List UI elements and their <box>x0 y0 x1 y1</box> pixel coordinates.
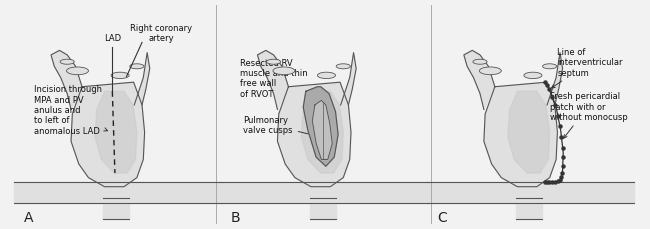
Text: C: C <box>437 210 447 224</box>
Polygon shape <box>547 53 562 105</box>
Circle shape <box>479 68 501 75</box>
Polygon shape <box>309 198 335 218</box>
Circle shape <box>60 60 74 65</box>
Polygon shape <box>427 182 634 203</box>
Text: Incision through
MPA and PV
anulus and
to left of
anomalous LAD: Incision through MPA and PV anulus and t… <box>34 85 107 135</box>
Text: Right coronary
artery: Right coronary artery <box>130 24 192 43</box>
Polygon shape <box>516 198 542 218</box>
Polygon shape <box>278 83 351 187</box>
Text: B: B <box>230 210 240 224</box>
Polygon shape <box>302 92 343 173</box>
Circle shape <box>130 65 144 69</box>
Polygon shape <box>14 182 221 203</box>
Circle shape <box>273 68 295 75</box>
Polygon shape <box>221 182 427 203</box>
Polygon shape <box>304 87 338 166</box>
Circle shape <box>111 73 129 79</box>
Polygon shape <box>51 51 82 110</box>
Circle shape <box>524 73 542 79</box>
Circle shape <box>317 73 335 79</box>
Polygon shape <box>135 53 150 105</box>
Polygon shape <box>484 83 558 187</box>
Text: LAD: LAD <box>104 34 121 43</box>
Text: Fresh pericardial
patch with or
without monocusp: Fresh pericardial patch with or without … <box>550 92 627 139</box>
Polygon shape <box>312 101 332 160</box>
Polygon shape <box>71 83 144 187</box>
Polygon shape <box>257 51 289 110</box>
Polygon shape <box>508 92 550 173</box>
Circle shape <box>336 65 350 69</box>
Circle shape <box>66 68 88 75</box>
Text: Line of
interventricular
septum: Line of interventricular septum <box>552 48 623 89</box>
Circle shape <box>543 65 557 69</box>
Polygon shape <box>341 53 356 105</box>
Text: A: A <box>24 210 33 224</box>
Polygon shape <box>103 198 129 218</box>
Circle shape <box>473 60 487 65</box>
Polygon shape <box>464 51 495 110</box>
Polygon shape <box>95 92 137 173</box>
Circle shape <box>266 60 281 65</box>
Text: Pulmonary
valve cusps: Pulmonary valve cusps <box>243 115 317 137</box>
Text: Resected RV
muscle and thin
free wall
of RVOT: Resected RV muscle and thin free wall of… <box>240 58 311 98</box>
